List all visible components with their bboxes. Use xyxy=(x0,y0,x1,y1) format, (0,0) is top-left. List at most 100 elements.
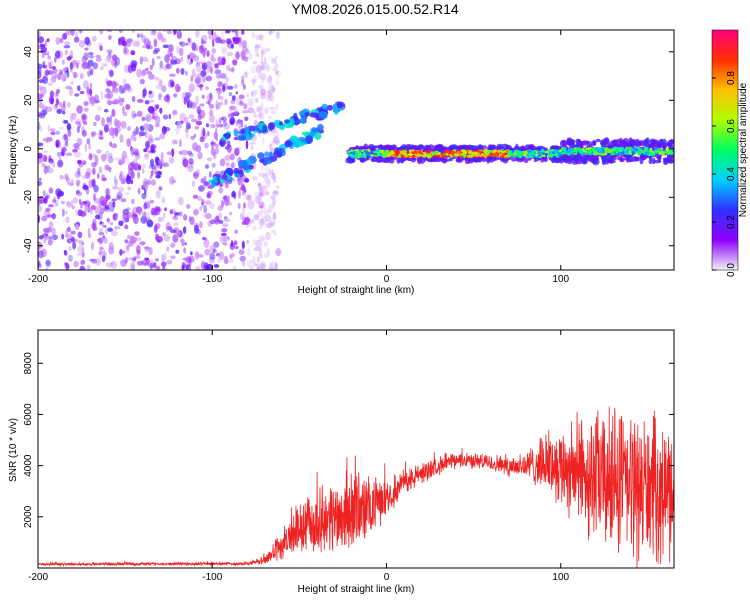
noise-blob xyxy=(39,103,45,109)
noise-blob xyxy=(123,50,130,56)
noise-blob xyxy=(141,168,145,174)
noise-blob xyxy=(219,40,223,44)
noise-blob xyxy=(260,102,264,111)
noise-blob xyxy=(206,192,211,198)
noise-blob xyxy=(163,95,170,102)
trace-halo-blob xyxy=(560,155,566,162)
noise-blob xyxy=(62,100,66,108)
noise-blob xyxy=(92,35,97,42)
noise-blob xyxy=(111,59,117,67)
trace-core-blob xyxy=(486,153,489,156)
noise-blob xyxy=(226,64,231,71)
noise-blob xyxy=(117,186,125,192)
noise-blob xyxy=(67,129,72,137)
noise-blob xyxy=(81,246,85,253)
noise-blob xyxy=(143,211,147,220)
noise-blob xyxy=(268,204,274,213)
noise-blob xyxy=(215,74,220,79)
trace-core-blob xyxy=(571,150,574,154)
noise-blob xyxy=(124,224,129,230)
trace-halo-blob xyxy=(511,157,516,162)
noise-blob xyxy=(255,239,262,249)
noise-blob xyxy=(249,259,254,264)
noise-blob xyxy=(261,184,268,193)
noise-blob xyxy=(178,47,184,57)
noise-blob xyxy=(107,194,111,200)
noise-blob xyxy=(139,56,143,65)
noise-blob xyxy=(141,192,147,200)
noise-blob xyxy=(45,106,53,112)
noise-blob xyxy=(208,114,215,123)
noise-blob xyxy=(102,64,108,67)
noise-blob xyxy=(160,34,164,40)
noise-blob xyxy=(237,119,242,124)
noise-blob xyxy=(201,62,208,71)
noise-blob xyxy=(215,137,219,141)
noise-blob xyxy=(87,70,91,77)
noise-blob xyxy=(172,234,179,243)
noise-blob xyxy=(269,172,276,180)
noise-blob xyxy=(47,124,51,133)
trace-core-blob xyxy=(581,151,584,156)
noise-blob xyxy=(267,90,270,97)
noise-blob xyxy=(49,160,53,165)
noise-blob xyxy=(84,36,90,46)
noise-blob xyxy=(223,255,228,264)
noise-blob xyxy=(104,204,110,210)
noise-blob xyxy=(229,120,235,126)
diagonal-track-blob xyxy=(241,159,248,169)
noise-blob xyxy=(159,66,164,70)
noise-blob xyxy=(79,90,85,95)
trace-core-blob xyxy=(358,149,362,153)
noise-blob xyxy=(268,218,273,224)
noise-blob xyxy=(179,41,183,46)
noise-blob xyxy=(230,112,235,118)
diagonal-track-blob xyxy=(336,102,343,109)
noise-blob xyxy=(272,212,277,220)
trace-core-blob xyxy=(593,151,599,156)
trace-core-blob xyxy=(626,151,630,154)
noise-blob xyxy=(203,205,207,214)
noise-blob xyxy=(90,241,95,251)
noise-blob xyxy=(231,161,235,169)
trace-core-blob xyxy=(352,151,356,156)
noise-blob xyxy=(273,136,280,145)
noise-blob xyxy=(275,77,279,87)
noise-blob xyxy=(266,64,271,73)
noise-blob xyxy=(261,137,265,146)
noise-blob xyxy=(53,91,59,99)
noise-blob xyxy=(268,167,272,176)
noise-blob xyxy=(147,105,155,113)
noise-blob xyxy=(66,101,72,108)
noise-blob xyxy=(257,182,261,187)
noise-blob xyxy=(74,121,81,125)
noise-blob xyxy=(184,242,188,246)
noise-blob xyxy=(200,70,207,77)
noise-blob xyxy=(207,99,211,106)
noise-blob xyxy=(45,267,49,270)
noise-blob xyxy=(276,185,280,190)
noise-blob xyxy=(67,182,75,186)
noise-blob xyxy=(62,208,65,217)
noise-blob xyxy=(130,211,136,220)
x-tick-label: -200 xyxy=(28,572,48,583)
noise-blob xyxy=(108,201,114,208)
noise-blob xyxy=(70,112,77,117)
noise-blob xyxy=(139,32,144,38)
noise-blob xyxy=(253,89,259,95)
noise-blob xyxy=(242,259,245,267)
noise-blob xyxy=(224,181,230,189)
noise-blob xyxy=(249,265,254,270)
trace-halo-blob xyxy=(376,144,384,149)
noise-blob xyxy=(89,96,96,105)
noise-blob xyxy=(96,149,102,154)
noise-blob xyxy=(257,210,263,217)
noise-blob xyxy=(200,38,204,46)
noise-blob xyxy=(203,181,209,187)
trace-core-blob xyxy=(365,151,371,155)
noise-blob xyxy=(241,40,247,49)
noise-blob xyxy=(39,43,46,48)
noise-blob xyxy=(87,234,91,238)
diagonal-track-blob xyxy=(318,111,328,119)
noise-blob xyxy=(55,37,61,45)
